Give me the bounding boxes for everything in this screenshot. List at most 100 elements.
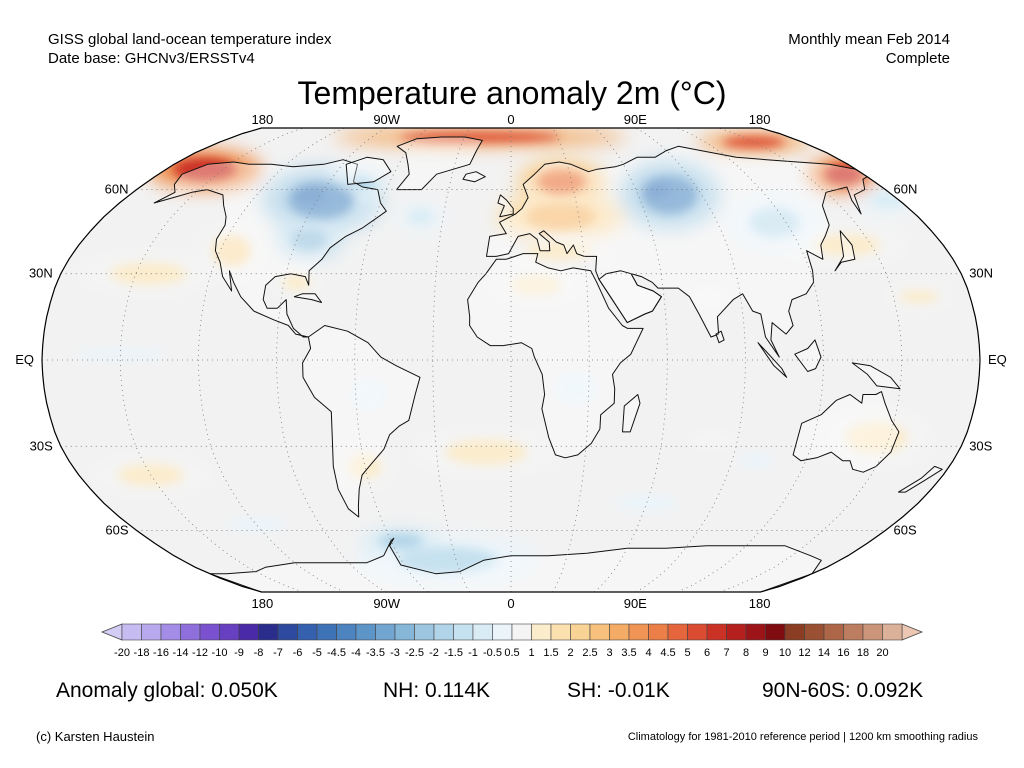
- colorbar-swatch: [121, 623, 142, 641]
- colorbar-swatch: [258, 623, 279, 641]
- latitude-label-right: 60N: [894, 182, 918, 197]
- colorbar-tick-label: -3.5: [366, 647, 385, 659]
- map-body: [42, 128, 980, 592]
- colorbar-tick-label: -18: [134, 647, 150, 659]
- colorbar-swatch: [648, 623, 669, 641]
- longitude-label-bottom: 0: [507, 596, 514, 611]
- sri-lanka-coastline: [715, 330, 725, 344]
- colorbar-tick-label: 5: [684, 647, 690, 659]
- footer-note: Climatology for 1981-2010 reference peri…: [627, 731, 978, 743]
- colorbar-swatch: [238, 623, 259, 641]
- longitude-label-top: 180: [252, 112, 274, 127]
- colorbar-swatch: [180, 623, 201, 641]
- map-border: [41, 127, 981, 593]
- latitude-labels-left: 60N 30N EQ 30S 60S: [15, 182, 129, 538]
- latitude-label-right: EQ: [988, 352, 1007, 367]
- latitude-label-left: 30N: [29, 266, 53, 281]
- colorbar-swatch: [726, 623, 747, 641]
- south-indian-cool-anomaly-core: [615, 495, 678, 511]
- stat-northern-hemisphere: NH: 0.114K: [383, 679, 490, 702]
- meridian-line: [677, 128, 825, 592]
- header-period: Monthly mean Feb 2014: [788, 31, 950, 48]
- latitude-label-left: EQ: [15, 352, 34, 367]
- header-status: Complete: [885, 50, 950, 67]
- colorbar-tick-label: 18: [857, 647, 869, 659]
- colorbar-swatch: [589, 623, 610, 641]
- colorbar-tick-label: 10: [779, 647, 791, 659]
- madagascar-coastline: [622, 394, 641, 433]
- anomaly-stats: Anomaly global: 0.050K NH: 0.114K SH: -0…: [0, 679, 1024, 709]
- indian-cold-anomaly-core: [740, 452, 773, 469]
- colorbar-swatch: [160, 623, 181, 641]
- south-atlantic-warm-anomaly-core: [445, 439, 528, 465]
- longitude-label-bottom: 180: [749, 596, 771, 611]
- latitude-labels-right: 60N 30N EQ 30S 60S: [894, 182, 1007, 538]
- colorbar-tick-label: 3.5: [621, 647, 636, 659]
- colorbar-tick-label: 1.5: [543, 647, 558, 659]
- greenland-arctic-warm-anomaly-core: [399, 132, 561, 142]
- graticule: [42, 128, 980, 592]
- colorbar-under-arrow: [100, 623, 123, 641]
- longitude-label-top: 90W: [373, 112, 400, 127]
- colorbar-tick-label: 3: [606, 647, 612, 659]
- longitude-label-bottom: 90E: [624, 596, 647, 611]
- colorbar-tick-label: -16: [153, 647, 169, 659]
- colorbar-swatch: [375, 623, 396, 641]
- meridian-line: [552, 128, 590, 592]
- colorbar-tick-label: 7: [723, 647, 729, 659]
- colorbar-swatch: [882, 623, 903, 641]
- colorbar-tick-label: -1.5: [444, 647, 463, 659]
- gulf-warm-anomaly-core: [282, 274, 311, 291]
- colorbar-swatch: [745, 623, 766, 641]
- colorbar-tick-label: -6: [293, 647, 303, 659]
- colorbar-swatch: [492, 623, 513, 641]
- colorbar-tick-label: -7: [273, 647, 283, 659]
- colorbar-tick-label: -4: [351, 647, 361, 659]
- baffin-island-coastline: [345, 156, 392, 185]
- anomaly-field-core: [77, 132, 939, 574]
- india-warm-anomaly-core: [688, 287, 731, 307]
- colorbar-tick-label: 4: [645, 647, 651, 659]
- atlantic-cold-anomaly-core: [408, 209, 433, 225]
- colorbar-tick-label: -10: [212, 647, 228, 659]
- colorbar-tick-label: -1: [468, 647, 478, 659]
- greenland-coastline: [396, 136, 483, 191]
- australia-coastline: [792, 391, 900, 473]
- colorbar-tick-label: 2: [567, 647, 573, 659]
- colorbar-swatch: [141, 623, 162, 641]
- colorbar-swatch: [843, 623, 864, 641]
- pacific-south-cool-anomaly-core: [227, 517, 286, 533]
- temperature-anomaly-map: 180 90W 0 90E 180 180 90W 0 90E 180 60N30NEQ30S6…: [15, 112, 1007, 611]
- colorbar-tick-label: 20: [876, 647, 888, 659]
- colorbar-swatch: [784, 623, 805, 641]
- coastlines-layer: [153, 136, 943, 592]
- colorbar-over-arrow: [901, 623, 924, 641]
- colorbar-tick-label: 4.5: [660, 647, 675, 659]
- colorbar-tick-label: 12: [798, 647, 810, 659]
- colorbar-swatch: [531, 623, 552, 641]
- longitude-label-top: 0: [507, 112, 514, 127]
- mediterranean-warm-anomaly-core: [526, 241, 593, 261]
- indian-ocean-warm-anomaly-core: [687, 431, 738, 451]
- colorbar-tick-label: -14: [173, 647, 189, 659]
- iceland-coastline: [462, 171, 486, 183]
- colorbar-tick-label: -2.5: [405, 647, 424, 659]
- colorbar-tick-label: 14: [818, 647, 830, 659]
- colorbar-tick-label: -12: [192, 647, 208, 659]
- latitude-label-right: 30S: [969, 438, 992, 453]
- stat-southern-hemisphere: SH: -0.01K: [567, 679, 670, 702]
- colorbar-swatch: [453, 623, 474, 641]
- antarctica-cold-anomaly-core: [396, 546, 498, 574]
- meridian-line: [354, 128, 429, 592]
- header-right: Monthly mean Feb 2014 Complete: [788, 30, 950, 68]
- colorbar-swatch: [667, 623, 688, 641]
- colorbar-swatch: [706, 623, 727, 641]
- footer-credit: (c) Karsten Haustein: [36, 729, 155, 744]
- longitude-label-bottom: 180: [252, 596, 274, 611]
- header-database: Date base: GHCNv3/ERSSTv4: [48, 50, 255, 67]
- japan-coastline: [834, 230, 856, 272]
- colorbar-swatch: [472, 623, 493, 641]
- stat-global-anomaly: Anomaly global: 0.050K: [56, 679, 278, 702]
- scandinavia-warm-anomaly-core: [537, 169, 586, 194]
- header-left: GISS global land-ocean temperature index…: [48, 30, 332, 68]
